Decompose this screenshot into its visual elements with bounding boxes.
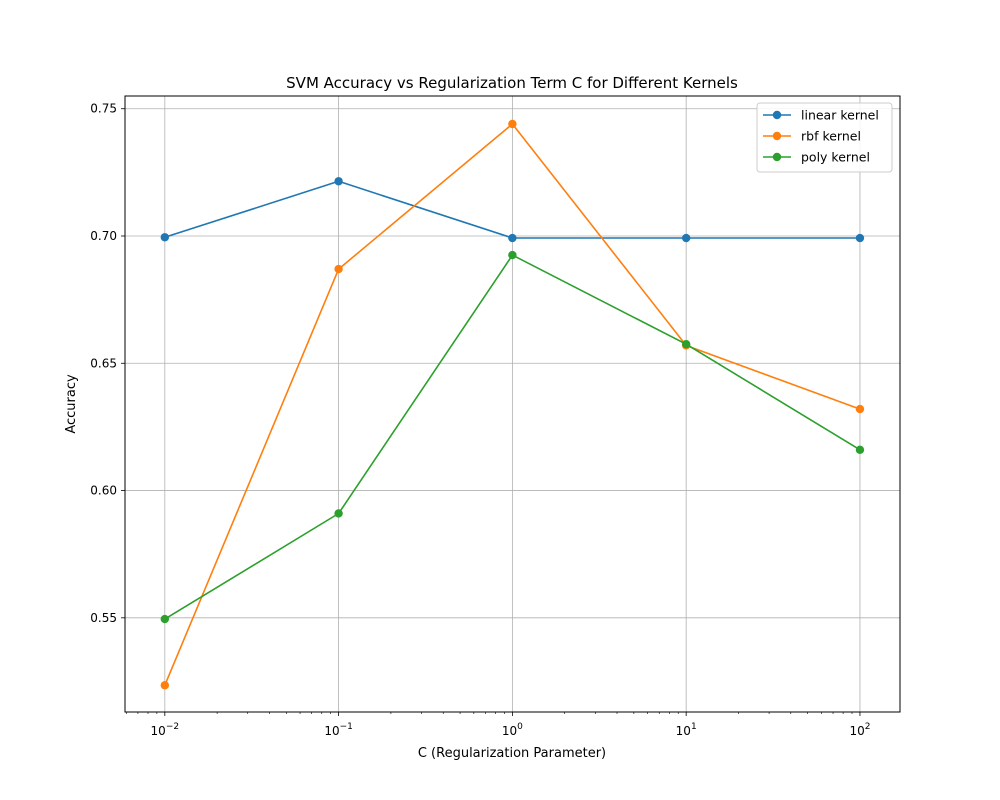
y-tick-label: 0.55 (90, 611, 117, 625)
y-tick-label: 0.65 (90, 356, 117, 370)
legend-item: rbf kernel (763, 129, 861, 144)
series-2 (160, 250, 865, 624)
legend: linear kernel rbf kernel poly kernel (756, 102, 893, 173)
legend-box (756, 102, 893, 173)
x-tick-label: 10−2 (151, 722, 180, 738)
y-tick-label: 0.70 (90, 229, 117, 243)
legend-item: linear kernel (763, 108, 879, 123)
data-point (334, 509, 343, 518)
legend-label: poly kernel (801, 150, 870, 165)
data-point (160, 614, 170, 624)
y-tick-label: 0.60 (90, 484, 117, 498)
y-axis-label: Accuracy (64, 374, 79, 434)
data-point (508, 233, 517, 243)
legend-label: rbf kernel (801, 129, 861, 144)
data-point (334, 177, 343, 186)
legend-label: linear kernel (801, 108, 879, 123)
series-0 (160, 177, 865, 243)
data-point (160, 233, 170, 242)
data-point (160, 681, 170, 690)
legend-swatch-marker (772, 110, 782, 120)
data-point (681, 339, 691, 349)
series-layer (160, 119, 865, 690)
legend-swatch-marker (772, 152, 782, 162)
x-tick-label: 101 (676, 722, 697, 738)
data-point (855, 404, 865, 414)
x-tick-label: 102 (849, 722, 870, 738)
data-point (508, 250, 517, 260)
y-tick-label: 0.75 (90, 102, 117, 116)
data-point (508, 119, 517, 129)
data-point (855, 445, 865, 455)
data-point (334, 264, 343, 274)
legend-swatch-marker (772, 131, 782, 141)
x-tick-label: 100 (502, 722, 523, 738)
axis-ticks: 10−2 10−1 100 101 102 0.55 0.60 0.65 0.70 0.75 (90, 102, 870, 738)
x-axis-label: C (Regularization Parameter) (418, 746, 606, 761)
data-point (855, 233, 865, 243)
chart-title: SVM Accuracy vs Regularization Term C fo… (286, 74, 738, 92)
data-point (681, 233, 691, 243)
x-tick-label: 10−1 (324, 722, 353, 738)
legend-item: poly kernel (763, 150, 870, 165)
